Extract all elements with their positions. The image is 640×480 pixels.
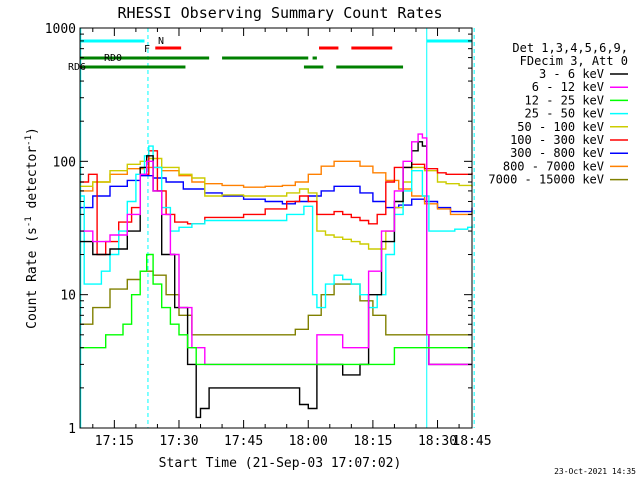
x-tick-label: 17:15 (95, 434, 134, 449)
state-label-n: N (158, 36, 164, 47)
x-tick-label: 18:30 (418, 434, 457, 449)
legend-label-3-6-kev: 3 - 6 keV (539, 67, 604, 81)
legend-header-line-2: FDecim 3, Att 0 (520, 54, 628, 68)
x-tick-label: 17:45 (224, 434, 263, 449)
x-tick-label: 18:45 (452, 434, 491, 449)
y-axis-label: Count Rate (s-1 detector-1) (24, 127, 40, 329)
series-line-3-6-kev (79, 141, 472, 419)
legend: Det 1,3,4,5,6,9, FDecim 3, Att 0 3 - 6 k… (488, 41, 628, 187)
x-tick-label: 18:15 (353, 434, 392, 449)
x-tick-label: 18:00 (289, 434, 328, 449)
legend-label-12-25-kev: 12 - 25 keV (525, 93, 604, 107)
series-line-12-25-kev (79, 253, 472, 366)
x-axis-label: Start Time (21-Sep-03 17:07:02) (159, 456, 402, 471)
x-tick-label: 17:30 (159, 434, 198, 449)
state-label-f: F (144, 44, 150, 55)
state-label-rd6: RD6 (68, 62, 86, 73)
legend-header-line-1: Det 1,3,4,5,6,9, (512, 41, 628, 55)
legend-label-7000-15000-kev: 7000 - 15000 keV (488, 173, 604, 187)
legend-label-50-100-kev: 50 - 100 keV (517, 120, 604, 134)
y-tick-label: 10 (60, 289, 76, 304)
y-tick-label: 1 (68, 422, 76, 437)
legend-label-25-50-kev: 25 - 50 keV (525, 107, 604, 121)
state-label-rd0: RD0 (104, 53, 122, 64)
series-line-25-50-kev (79, 145, 473, 309)
series-layer (79, 133, 473, 419)
legend-label-300-800-kev: 300 - 800 keV (510, 146, 604, 160)
generated-timestamp: 23-Oct-2021 14:35 (554, 467, 636, 476)
legend-label-100-300-kev: 100 - 300 keV (510, 133, 604, 147)
legend-label-6-12-kev: 6 - 12 keV (532, 80, 604, 94)
y-tick-label: 1000 (45, 22, 76, 37)
y-tick-label: 100 (53, 155, 76, 170)
legend-label-800-7000-kev: 800 - 7000 keV (503, 159, 604, 173)
plot-frame (79, 27, 473, 429)
attenuator-state-bars: FN RD0 RD6 (68, 36, 472, 73)
chart-title: RHESSI Observing Summary Count Rates (117, 4, 442, 22)
